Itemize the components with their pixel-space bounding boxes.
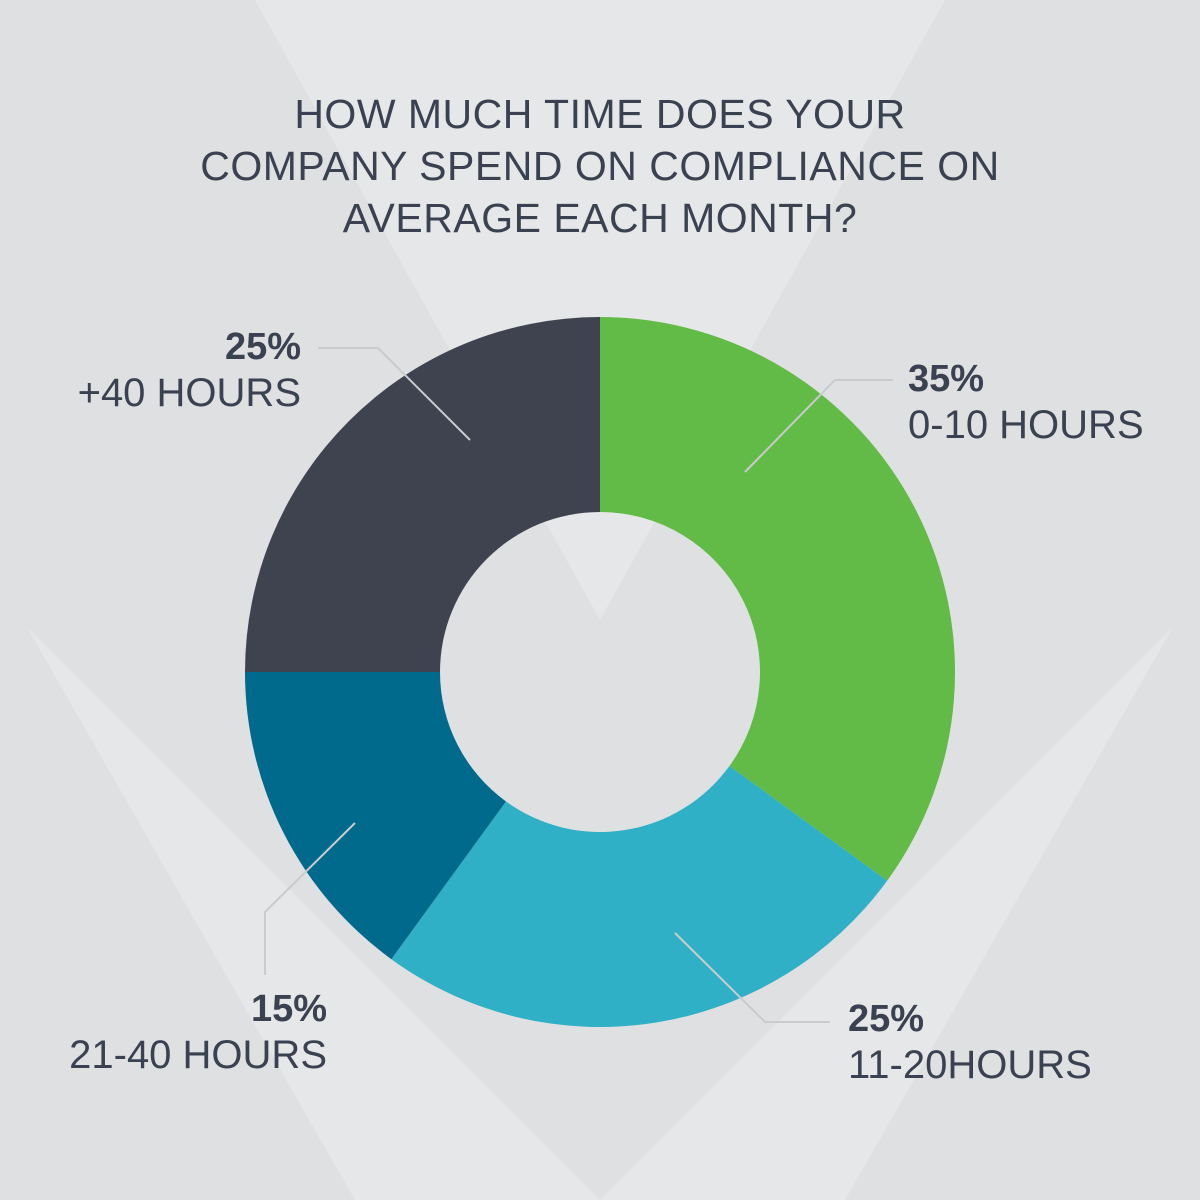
leader-line-11-20-hours	[674, 932, 830, 1023]
slice-category: +40 HOURS	[77, 371, 301, 415]
chart-title: HOW MUCH TIME DOES YOUR COMPANY SPEND ON…	[100, 88, 1100, 244]
slice-category: 11-20HOURS	[848, 1043, 1092, 1087]
donut-slice-40-hours	[245, 317, 600, 672]
slice-percent: 35%	[908, 358, 985, 400]
donut-slice-21-40-hours	[245, 672, 506, 960]
slice-label-0-10-hours: 35% 0-10 HOURS	[908, 356, 1144, 448]
leader-line-0-10-hours	[744, 379, 893, 473]
donut-slice-0-10-hours	[600, 317, 955, 881]
slice-label-11-20-hours: 25% 11-20HOURS	[848, 996, 1092, 1088]
slice-label-21-40-hours: 15% 21-40 HOURS	[69, 986, 327, 1078]
chart-title-line-3: AVERAGE EACH MONTH?	[342, 195, 858, 241]
slice-label-40-plus-hours: 25% +40 HOURS	[78, 324, 301, 416]
chart-title-line-1: HOW MUCH TIME DOES YOUR	[294, 91, 906, 137]
leader-line-40-plus-hours	[318, 347, 471, 441]
slice-percent: 15%	[250, 988, 327, 1030]
leader-line-21-40-hours	[264, 822, 356, 975]
slice-percent: 25%	[848, 998, 925, 1040]
slice-category: 21-40 HOURS	[69, 1033, 327, 1077]
chart-title-line-2: COMPANY SPEND ON COMPLIANCE ON	[200, 143, 1000, 189]
donut-slice-11-20hours	[391, 766, 888, 1027]
slice-percent: 25%	[224, 326, 301, 368]
slice-category: 0-10 HOURS	[908, 403, 1144, 447]
